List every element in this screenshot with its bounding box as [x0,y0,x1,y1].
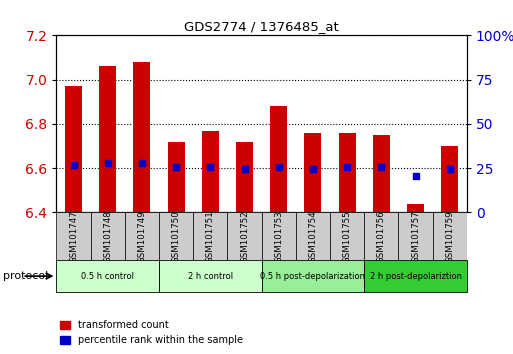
Text: GSM101747: GSM101747 [69,210,78,263]
Bar [262,260,364,292]
Point [104,160,112,165]
Bar [56,212,91,260]
Bar [270,106,287,212]
Text: GSM101749: GSM101749 [137,210,146,263]
Bar [304,133,322,212]
Bar [65,86,82,212]
Text: GSM101754: GSM101754 [308,210,318,263]
Bar [339,133,356,212]
Legend: transformed count, percentile rank within the sample: transformed count, percentile rank withi… [56,316,246,349]
Text: GSM101757: GSM101757 [411,210,420,263]
Point [377,164,385,170]
Text: GSM101753: GSM101753 [274,210,283,263]
Point [343,164,351,170]
Bar [193,212,227,260]
Bar [133,62,150,212]
Text: GSM101750: GSM101750 [172,210,181,263]
Point [138,160,146,165]
Text: GSM101759: GSM101759 [445,210,454,263]
Bar [236,142,253,212]
Bar [441,146,458,212]
Point [206,164,214,170]
Point [411,173,420,179]
Bar [227,212,262,260]
Point [309,166,317,172]
Point [69,162,77,168]
Text: 2 h post-depolariztion: 2 h post-depolariztion [369,272,462,281]
Point [274,164,283,170]
Bar [432,212,467,260]
Point [446,166,454,172]
Bar [330,212,364,260]
Bar [91,212,125,260]
Text: GSM101748: GSM101748 [103,210,112,263]
Bar [202,131,219,212]
Bar [56,260,159,292]
Text: GSM101755: GSM101755 [343,210,351,263]
Bar [159,212,193,260]
Bar [364,260,467,292]
Text: 0.5 h post-depolarization: 0.5 h post-depolarization [261,272,365,281]
Bar [399,212,432,260]
Bar [407,204,424,212]
Bar [364,212,399,260]
Bar [373,135,390,212]
Text: protocol: protocol [3,271,48,281]
Text: 2 h control: 2 h control [188,272,233,281]
Bar [159,260,262,292]
Text: GSM101751: GSM101751 [206,210,215,263]
Text: GSM101756: GSM101756 [377,210,386,263]
Bar [125,212,159,260]
Point [172,164,180,170]
Bar [262,212,296,260]
Title: GDS2774 / 1376485_at: GDS2774 / 1376485_at [184,20,339,33]
Text: GSM101752: GSM101752 [240,210,249,263]
Bar [296,212,330,260]
Point [241,166,249,172]
Text: 0.5 h control: 0.5 h control [81,272,134,281]
Bar [168,142,185,212]
Bar [99,67,116,212]
